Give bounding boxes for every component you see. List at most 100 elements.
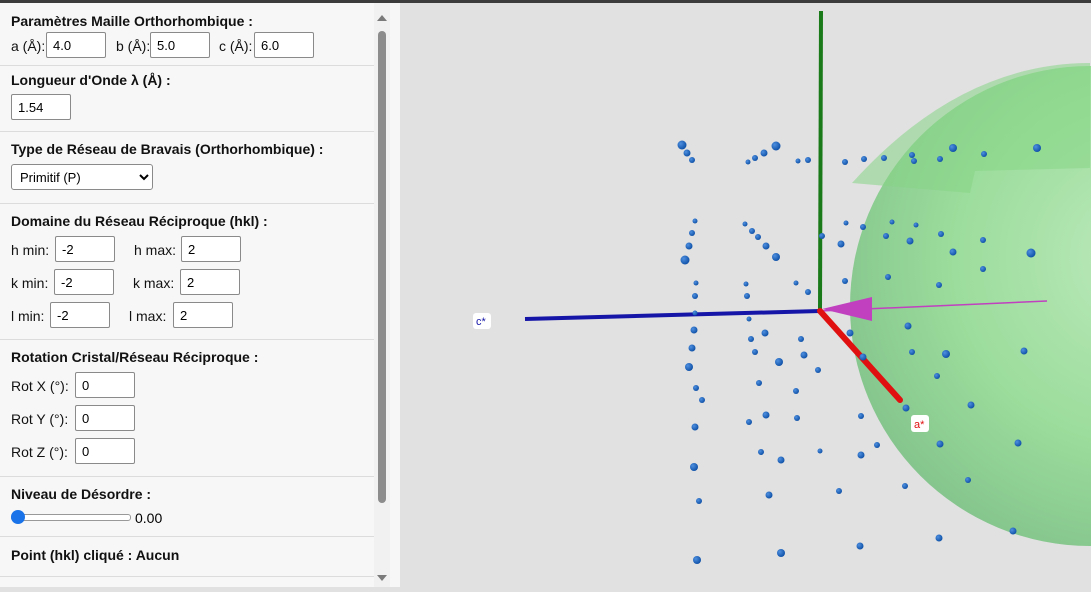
reciprocal-point[interactable] [935, 534, 943, 542]
scroll-down-arrow-icon[interactable] [377, 575, 387, 581]
reciprocal-point[interactable] [685, 363, 693, 371]
bravais-select[interactable]: Primitif (P) [11, 164, 153, 190]
reciprocal-point[interactable] [861, 156, 867, 162]
reciprocal-point[interactable] [777, 456, 785, 464]
reciprocal-point[interactable] [1026, 248, 1036, 258]
reciprocal-point[interactable] [693, 385, 699, 391]
reciprocal-point[interactable] [909, 349, 915, 355]
reciprocal-point[interactable] [743, 281, 749, 287]
reciprocal-point[interactable] [846, 329, 854, 337]
reciprocal-point[interactable] [756, 380, 762, 386]
a-input[interactable] [46, 32, 106, 58]
reciprocal-point[interactable] [936, 440, 944, 448]
reciprocal-point[interactable] [772, 253, 780, 261]
reciprocal-point[interactable] [860, 224, 866, 230]
kmin-input[interactable] [54, 269, 114, 295]
scroll-up-arrow-icon[interactable] [377, 15, 387, 21]
reciprocal-point[interactable] [936, 282, 942, 288]
reciprocal-point[interactable] [859, 353, 867, 361]
reciprocal-point[interactable] [874, 442, 880, 448]
reciprocal-point[interactable] [836, 488, 842, 494]
reciprocal-point[interactable] [909, 152, 915, 158]
reciprocal-point[interactable] [883, 233, 889, 239]
reciprocal-point[interactable] [677, 140, 687, 150]
reciprocal-point[interactable] [762, 411, 770, 419]
reciprocal-point[interactable] [881, 155, 887, 161]
reciprocal-point[interactable] [683, 149, 691, 157]
reciprocal-point[interactable] [857, 451, 865, 459]
reciprocal-point[interactable] [755, 234, 761, 240]
reciprocal-point[interactable] [934, 373, 940, 379]
reciprocal-point[interactable] [795, 158, 801, 164]
reciprocal-point[interactable] [967, 401, 975, 409]
reciprocal-point[interactable] [942, 350, 950, 358]
reciprocal-point[interactable] [745, 159, 751, 165]
reciprocal-point[interactable] [746, 316, 752, 322]
disorder-slider-knob[interactable] [11, 510, 25, 524]
scene-svg[interactable]: c* a* [400, 3, 1091, 587]
reciprocal-point[interactable] [913, 222, 919, 228]
reciprocal-point[interactable] [805, 157, 811, 163]
reciprocal-point[interactable] [775, 358, 783, 366]
disorder-slider-track[interactable] [11, 514, 131, 521]
reciprocal-point[interactable] [693, 280, 699, 286]
reciprocal-point[interactable] [980, 266, 986, 272]
reciprocal-points[interactable] [677, 140, 1042, 565]
reciprocal-point[interactable] [819, 233, 825, 239]
reciprocal-point[interactable] [949, 144, 957, 152]
reciprocal-lattice-3d-view[interactable]: c* a* [400, 3, 1091, 587]
hmax-input[interactable] [181, 236, 241, 262]
lmax-input[interactable] [173, 302, 233, 328]
wavelength-input[interactable] [11, 94, 71, 120]
reciprocal-point[interactable] [749, 228, 755, 234]
reciprocal-point[interactable] [761, 329, 769, 337]
roty-input[interactable] [75, 405, 135, 431]
reciprocal-point[interactable] [902, 404, 910, 412]
c-input[interactable] [254, 32, 314, 58]
panel-scrollbar[interactable] [374, 3, 390, 587]
b-input[interactable] [150, 32, 210, 58]
reciprocal-point[interactable] [685, 242, 693, 250]
reciprocal-point[interactable] [794, 415, 800, 421]
reciprocal-point[interactable] [902, 483, 908, 489]
reciprocal-point[interactable] [889, 219, 895, 225]
reciprocal-point[interactable] [906, 237, 914, 245]
reciprocal-point[interactable] [748, 336, 754, 342]
reciprocal-point[interactable] [938, 231, 944, 237]
disorder-slider[interactable] [11, 510, 131, 524]
reciprocal-point[interactable] [760, 149, 768, 157]
reciprocal-point[interactable] [690, 326, 698, 334]
reciprocal-point[interactable] [693, 556, 701, 564]
reciprocal-point[interactable] [793, 280, 799, 286]
reciprocal-point[interactable] [842, 278, 848, 284]
reciprocal-point[interactable] [817, 448, 823, 454]
reciprocal-point[interactable] [752, 155, 758, 161]
reciprocal-point[interactable] [793, 388, 799, 394]
reciprocal-point[interactable] [1009, 527, 1017, 535]
rotz-input[interactable] [75, 438, 135, 464]
reciprocal-point[interactable] [837, 240, 845, 248]
reciprocal-point[interactable] [1014, 439, 1022, 447]
reciprocal-point[interactable] [842, 159, 848, 165]
kmax-input[interactable] [180, 269, 240, 295]
reciprocal-point[interactable] [815, 367, 821, 373]
reciprocal-point[interactable] [758, 449, 764, 455]
reciprocal-point[interactable] [699, 397, 705, 403]
reciprocal-point[interactable] [689, 230, 695, 236]
reciprocal-point[interactable] [752, 349, 758, 355]
reciprocal-point[interactable] [904, 322, 912, 330]
reciprocal-point[interactable] [858, 413, 864, 419]
reciprocal-point[interactable] [1033, 144, 1041, 152]
reciprocal-point[interactable] [691, 423, 699, 431]
reciprocal-point[interactable] [777, 549, 785, 557]
reciprocal-point[interactable] [885, 274, 891, 280]
rotx-input[interactable] [75, 372, 135, 398]
scrollbar-thumb[interactable] [378, 31, 386, 503]
reciprocal-point[interactable] [911, 158, 917, 164]
reciprocal-point[interactable] [798, 336, 804, 342]
reciprocal-point[interactable] [981, 151, 987, 157]
reciprocal-point[interactable] [744, 293, 750, 299]
reciprocal-point[interactable] [800, 351, 808, 359]
reciprocal-point[interactable] [980, 237, 986, 243]
reciprocal-point[interactable] [771, 141, 781, 151]
